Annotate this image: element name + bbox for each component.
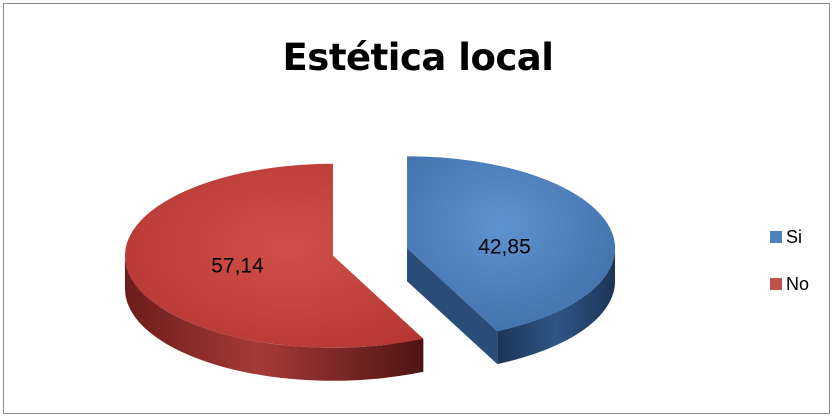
data-label-no: 57,14 <box>211 254 264 277</box>
data-label-si: 42,85 <box>478 236 531 259</box>
legend-label-no: No <box>786 273 810 294</box>
legend-swatch-si <box>770 231 782 243</box>
legend-item-si: Si <box>770 225 809 249</box>
legend-label-si: Si <box>786 226 803 247</box>
pie-side-si <box>497 248 616 365</box>
pie-side-no <box>124 255 424 381</box>
legend-swatch-no <box>770 278 782 290</box>
legend-item-no: No <box>770 272 809 296</box>
pie-wall-si-1 <box>407 248 498 365</box>
pie-slice-no <box>124 163 424 348</box>
pie-slice-si <box>407 156 616 332</box>
legend: Si No <box>770 225 809 319</box>
chart-title: Estética local <box>282 36 554 79</box>
